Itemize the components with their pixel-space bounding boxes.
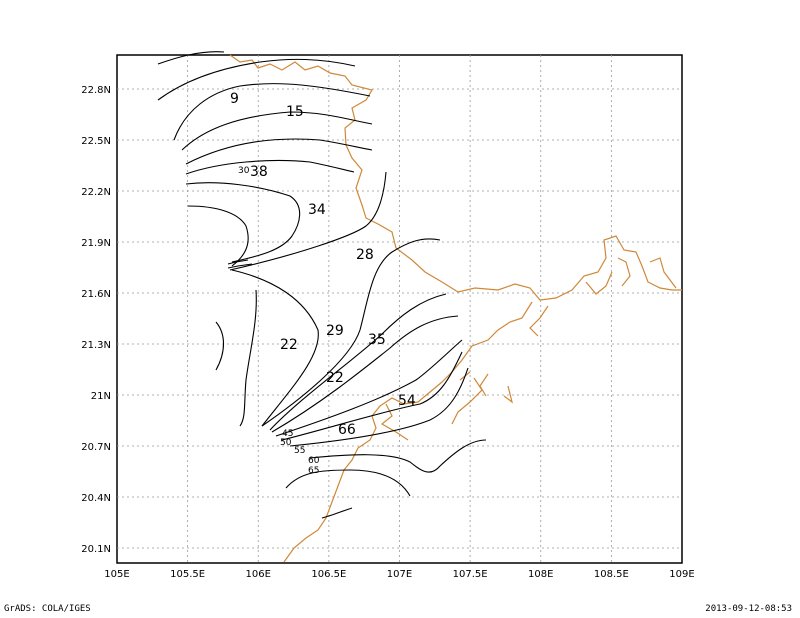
contour-label-22-center: 22 bbox=[326, 370, 344, 386]
coastline-north bbox=[229, 54, 682, 301]
contour-line-20 bbox=[215, 321, 225, 371]
contour-label-22-left: 22 bbox=[280, 337, 298, 353]
x-tick-label: 107E bbox=[387, 569, 412, 580]
grid-lines bbox=[117, 55, 682, 563]
y-tick-label: 20.7N bbox=[81, 442, 111, 453]
contour-label-35: 35 bbox=[368, 332, 386, 348]
contour-label-65: 65 bbox=[308, 466, 319, 476]
y-tick-label: 21.3N bbox=[81, 340, 111, 351]
contour-label-28: 28 bbox=[356, 247, 374, 263]
contour-line-3 bbox=[173, 83, 371, 141]
y-tick-label: 22.8N bbox=[81, 85, 111, 96]
contour-line-4 bbox=[181, 111, 373, 151]
contour-line-15 bbox=[289, 367, 469, 447]
contour-line-21 bbox=[321, 507, 353, 519]
contour-label-55: 55 bbox=[294, 446, 305, 456]
x-tick-label: 107.5E bbox=[453, 569, 488, 580]
contour-label-60: 60 bbox=[308, 456, 320, 466]
x-tick-label: 109E bbox=[669, 569, 694, 580]
contour-line-16 bbox=[309, 439, 487, 473]
x-tick-label: 106.5E bbox=[311, 569, 346, 580]
contour-line-17 bbox=[285, 469, 411, 497]
contour-line-12 bbox=[271, 315, 459, 433]
contour-label-38: 38 bbox=[250, 164, 268, 180]
contour-line-22 bbox=[227, 259, 253, 269]
contour-label-15: 15 bbox=[286, 104, 304, 120]
contour-label-34: 34 bbox=[308, 202, 326, 218]
contour-line-10 bbox=[261, 238, 441, 427]
coastline-gulf bbox=[283, 301, 533, 563]
contour-line-5 bbox=[185, 138, 373, 165]
contour-line-14 bbox=[281, 351, 463, 441]
contour-label-30: 30 bbox=[238, 166, 250, 176]
x-tick-label: 105E bbox=[104, 569, 129, 580]
y-tick-label: 21.9N bbox=[81, 238, 111, 249]
coastline bbox=[229, 54, 682, 563]
x-tick-label: 106E bbox=[246, 569, 271, 580]
coastline-east-islands bbox=[585, 257, 677, 295]
contour-line-7 bbox=[185, 182, 301, 263]
contour-line-6 bbox=[185, 159, 355, 175]
contour-labels: 9 15 30 38 34 28 29 22 35 22 54 66 45 50… bbox=[230, 91, 416, 476]
contour-line-1 bbox=[157, 51, 225, 65]
contour-line-2 bbox=[157, 58, 356, 101]
y-tick-label: 22.5N bbox=[81, 136, 111, 147]
contour-line-19 bbox=[231, 269, 319, 427]
contour-label-50: 50 bbox=[280, 438, 292, 448]
x-tick-label: 105.5E bbox=[170, 569, 205, 580]
contour-line-9 bbox=[229, 171, 387, 271]
contour-label-45: 45 bbox=[282, 429, 293, 439]
contour-line-18 bbox=[239, 289, 257, 427]
contour-label-9: 9 bbox=[230, 91, 239, 107]
y-tick-label: 21N bbox=[91, 391, 111, 402]
axis-tick-labels: 105E 105.5E 106E 106.5E 107E 107.5E 108E 108.5E… bbox=[81, 85, 694, 580]
y-tick-label: 20.4N bbox=[81, 493, 111, 504]
contour-label-66: 66 bbox=[338, 422, 356, 438]
y-tick-label: 20.1N bbox=[81, 544, 111, 555]
x-tick-label: 108.5E bbox=[594, 569, 629, 580]
contour-line-13 bbox=[275, 339, 463, 437]
footer-timestamp: 2013-09-12-08:53 bbox=[705, 604, 792, 614]
contour-label-54: 54 bbox=[398, 393, 416, 409]
footer-credit: GrADS: COLA/IGES bbox=[4, 604, 91, 614]
contour-line-8 bbox=[187, 205, 249, 267]
y-tick-label: 21.6N bbox=[81, 289, 111, 300]
contour-lines bbox=[157, 51, 487, 519]
contour-line-11 bbox=[269, 293, 447, 431]
y-tick-label: 22.2N bbox=[81, 187, 111, 198]
x-tick-label: 108E bbox=[528, 569, 553, 580]
contour-label-29: 29 bbox=[326, 323, 344, 339]
